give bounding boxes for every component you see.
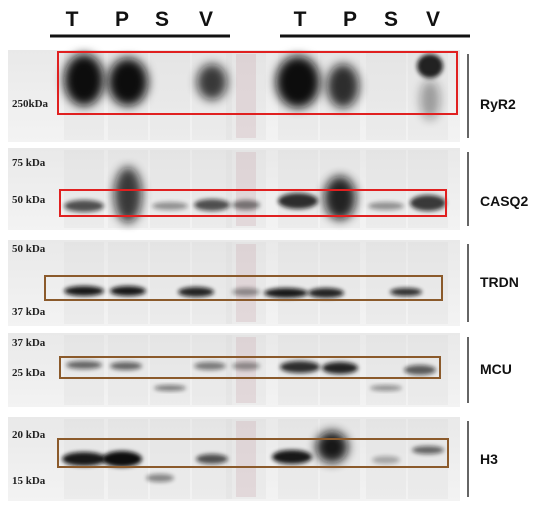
blot-panel: CASQ2 75 kDa 50 kDa [8, 148, 528, 230]
membrane [8, 333, 460, 407]
band [327, 64, 359, 108]
lane-smear [320, 242, 360, 324]
band [316, 431, 348, 463]
marker-label: 75 kDa [12, 157, 46, 169]
band [102, 451, 142, 467]
highlight-box [44, 275, 443, 301]
band [410, 195, 446, 211]
marker-label: 50 kDa [12, 194, 46, 206]
marker-label: 25 kDa [12, 367, 46, 379]
lane-smear [192, 242, 232, 324]
lane-smear [366, 242, 406, 324]
lane-label: S [384, 8, 398, 31]
band [390, 288, 422, 296]
marker-label: 50 kDa [12, 243, 46, 255]
highlight-box [57, 51, 458, 115]
lane-smear [226, 242, 266, 324]
lane-smear [192, 335, 232, 405]
band [372, 456, 400, 464]
lane-label: T [294, 8, 307, 31]
lane-smear [150, 335, 190, 405]
lane-smear [150, 52, 190, 140]
lane-header: T P S V T P S V [50, 8, 470, 38]
band [276, 56, 320, 108]
lane-label: V [426, 8, 440, 31]
lane-smear [366, 335, 406, 405]
lane-smear [150, 419, 190, 499]
marker-label: 20 kDa [12, 429, 46, 441]
protein-label: H3 [480, 451, 498, 467]
band [324, 176, 356, 220]
band [62, 452, 106, 466]
band [64, 54, 104, 106]
band [272, 450, 312, 464]
lane-smear [278, 242, 318, 324]
lane-label: S [155, 8, 169, 31]
blot-panel: MCU 37 kDa 25 kDa [8, 333, 512, 407]
band [114, 167, 142, 223]
lane-smear [64, 335, 104, 405]
band [417, 54, 443, 78]
band [194, 199, 230, 211]
band [264, 288, 308, 298]
blot-panel: RyR2 250kDa [8, 50, 516, 142]
band [322, 362, 358, 374]
lane-smear [408, 419, 448, 499]
protein-label: TRDN [480, 274, 519, 290]
ladder [236, 54, 256, 138]
band [66, 361, 102, 369]
ladder [236, 244, 256, 322]
lane-smear [226, 52, 266, 140]
lane-smear [366, 52, 406, 140]
ladder [236, 421, 256, 497]
band [232, 200, 260, 210]
highlight-box [59, 189, 447, 217]
lane-label: V [199, 8, 213, 31]
protein-label: RyR2 [480, 96, 516, 112]
band [368, 202, 404, 210]
band [196, 454, 228, 464]
band [154, 385, 186, 391]
lane-smear [108, 335, 148, 405]
lane-smear [108, 242, 148, 324]
protein-label: MCU [480, 361, 512, 377]
blot-panel: TRDN 50 kDa 37 kDa [8, 240, 519, 326]
lane-smear [64, 242, 104, 324]
band [232, 362, 260, 370]
band [232, 288, 260, 296]
band [420, 80, 440, 120]
lane-label: P [115, 8, 129, 31]
band [370, 385, 402, 391]
band [194, 362, 226, 370]
blot-panel: H3 20 kDa 15 kDa [8, 417, 498, 501]
lane-smear [226, 419, 266, 499]
lane-label: T [66, 8, 79, 31]
band [64, 286, 104, 296]
marker-label: 37 kDa [12, 337, 46, 349]
band [404, 365, 436, 375]
lane-label: P [343, 8, 357, 31]
highlight-box [57, 438, 449, 468]
marker-label: 37 kDa [12, 306, 46, 318]
band [108, 58, 148, 106]
band [152, 202, 188, 210]
band [280, 361, 320, 373]
band [146, 474, 174, 482]
band [412, 446, 444, 454]
lane-smear [150, 242, 190, 324]
band [308, 288, 344, 298]
protein-label: CASQ2 [480, 193, 528, 209]
marker-label: 250kDa [12, 98, 49, 110]
band [178, 287, 214, 297]
band [197, 64, 227, 100]
band [110, 286, 146, 296]
band [64, 200, 104, 212]
highlight-box [59, 356, 441, 379]
band [110, 362, 142, 370]
band [278, 193, 318, 209]
membrane [8, 240, 460, 326]
marker-label: 15 kDa [12, 475, 46, 487]
